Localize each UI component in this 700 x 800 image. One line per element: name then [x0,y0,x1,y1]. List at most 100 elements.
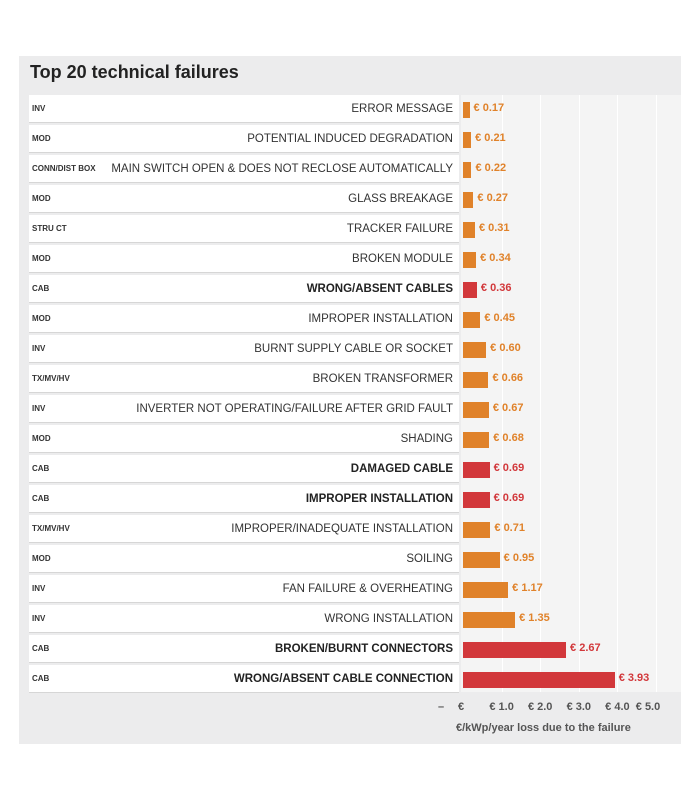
failure-label: FAN FAILURE & OVERHEATING [282,583,453,595]
category-code: CAB [32,494,50,503]
plot-area [461,95,681,692]
category-code: MOD [32,254,51,263]
failure-label: BURNT SUPPLY CABLE OR SOCKET [254,343,453,355]
bar [463,582,509,598]
value-label: € 0.95 [503,552,535,564]
x-tick-label: – [437,701,445,713]
value-label: € 0.17 [473,102,505,114]
category-code: INV [32,344,46,353]
bar [463,252,477,268]
category-code: MOD [32,554,51,563]
failure-label: WRONG INSTALLATION [324,613,453,625]
bar [463,432,490,448]
gridline [501,95,503,692]
value-label: € 0.68 [493,432,524,444]
table-row: INV ERROR MESSAGE [29,95,459,123]
bar [463,132,472,148]
bar [463,372,489,388]
category-code: TX/MV/HV [32,374,70,383]
bar [463,282,477,298]
category-code: TX/MV/HV [32,524,70,533]
category-code: STRU CT [32,224,67,233]
category-code: CAB [32,464,50,473]
value-label: € 0.31 [478,222,510,234]
gridline [656,95,657,692]
bar [463,402,489,418]
category-code: CAB [32,284,50,293]
value-label: € 0.45 [484,312,515,324]
failure-label: BROKEN MODULE [352,253,453,265]
failure-label: SOILING [406,553,453,565]
failure-label: IMPROPER INSTALLATION [305,493,453,505]
bar [463,552,500,568]
bar [463,612,516,628]
value-label: € 0.22 [475,162,507,174]
category-code: CAB [32,644,50,653]
category-code: CONN/DIST BOX [32,164,96,173]
table-row: MOD SOILING [29,545,459,573]
value-label: € 0.66 [492,372,524,384]
chart-title: Top 20 technical failures [30,62,239,82]
bar [463,162,472,178]
x-tick-label: € [457,701,465,713]
bar [463,672,615,688]
category-code: INV [32,404,46,413]
value-label: € 0.21 [475,132,506,144]
category-code: MOD [32,194,51,203]
x-tick-label: € 2.0 [527,701,553,713]
category-code: INV [32,614,46,623]
x-tick-label: € 4.0 [605,701,630,713]
category-code: MOD [32,134,51,143]
x-tick-label: € 3.0 [566,701,592,713]
bar [463,462,490,478]
bar [463,522,491,538]
bar [463,192,474,208]
failure-label: POTENTIAL INDUCED DEGRADATION [247,133,453,145]
bar [463,492,490,508]
table-row: INV FAN FAILURE & OVERHEATING [29,575,459,603]
failure-label: BROKEN/BURNT CONNECTORS [274,643,453,655]
gridline [578,95,580,692]
failure-label: DAMAGED CABLE [350,463,453,475]
failure-label: WRONG/ABSENT CABLES [306,283,453,295]
failure-label: GLASS BREAKAGE [348,193,453,205]
value-label: € 0.67 [492,402,524,414]
bar [463,222,475,238]
table-row: CONN/DIST BOX MAIN SWITCH OPEN & DOES NOT… [29,155,459,183]
table-row: CAB IMPROPER INSTALLATION [29,485,459,513]
value-label: € 0.69 [493,492,525,504]
bar [463,642,567,658]
value-label: € 0.60 [490,342,521,354]
failure-label: ERROR MESSAGE [351,103,453,115]
table-row: MOD POTENTIAL INDUCED DEGRADATION [29,125,459,153]
table-row: CAB WRONG/ABSENT CABLES [29,275,459,303]
table-row: MOD IMPROPER INSTALLATION [29,305,459,333]
category-code: MOD [32,314,51,323]
category-code: MOD [32,434,51,443]
value-label: € 0.34 [480,252,511,264]
value-label: € 0.71 [494,522,525,534]
failure-label: WRONG/ABSENT CABLE CONNECTION [233,673,453,685]
value-label: € 2.67 [570,642,601,654]
value-label: € 0.69 [493,462,525,474]
failure-label: IMPROPER INSTALLATION [308,313,453,325]
table-row: CAB DAMAGED CABLE [29,455,459,483]
value-label: € 0.36 [480,282,512,294]
failure-label: MAIN SWITCH OPEN & DOES NOT RECLOSE AUTO… [111,163,453,175]
value-label: € 3.93 [618,672,650,684]
category-code: INV [32,584,46,593]
table-row: INV BURNT SUPPLY CABLE OR SOCKET [29,335,459,363]
failure-label: BROKEN TRANSFORMER [312,373,453,385]
bar [463,102,470,118]
x-axis-label: €/kWp/year loss due to the failure [456,722,631,734]
table-row: MOD BROKEN MODULE [29,245,459,273]
category-code: CAB [32,674,50,683]
value-label: € 1.35 [519,612,550,624]
gridline [617,95,619,692]
table-row: TX/MV/HV BROKEN TRANSFORMER [29,365,459,393]
table-row: MOD SHADING [29,425,459,453]
failure-label: IMPROPER/INADEQUATE INSTALLATION [231,523,453,535]
x-tick-label: € 5.0 [635,701,661,713]
failure-label: SHADING [400,433,453,445]
value-label: € 1.17 [512,582,543,594]
